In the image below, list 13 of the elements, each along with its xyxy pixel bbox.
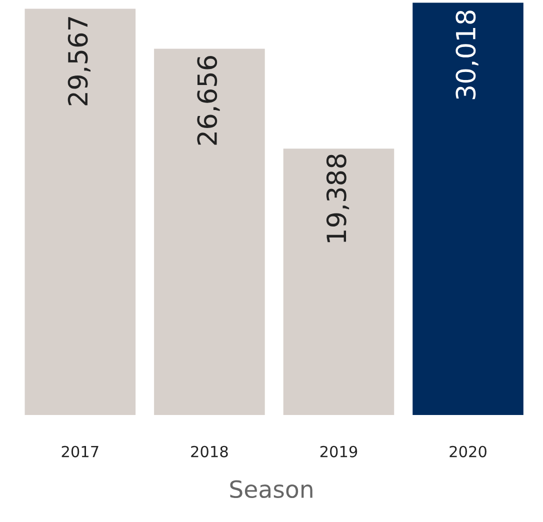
data-label: 26,656 bbox=[197, 56, 220, 145]
x-axis-title: Season bbox=[230, 480, 312, 498]
bar bbox=[283, 148, 394, 415]
bar bbox=[412, 2, 524, 415]
x-tick-label: 2020 bbox=[450, 446, 486, 458]
bar bbox=[24, 8, 136, 415]
bar bbox=[154, 48, 265, 415]
data-label: 29,567 bbox=[68, 17, 91, 106]
x-tick-label: 2018 bbox=[191, 446, 228, 458]
data-label: 30,018 bbox=[456, 10, 478, 100]
data-label: 19,388 bbox=[326, 154, 350, 242]
x-tick-label: 2019 bbox=[320, 446, 358, 458]
x-tick-label: 2017 bbox=[62, 446, 98, 458]
